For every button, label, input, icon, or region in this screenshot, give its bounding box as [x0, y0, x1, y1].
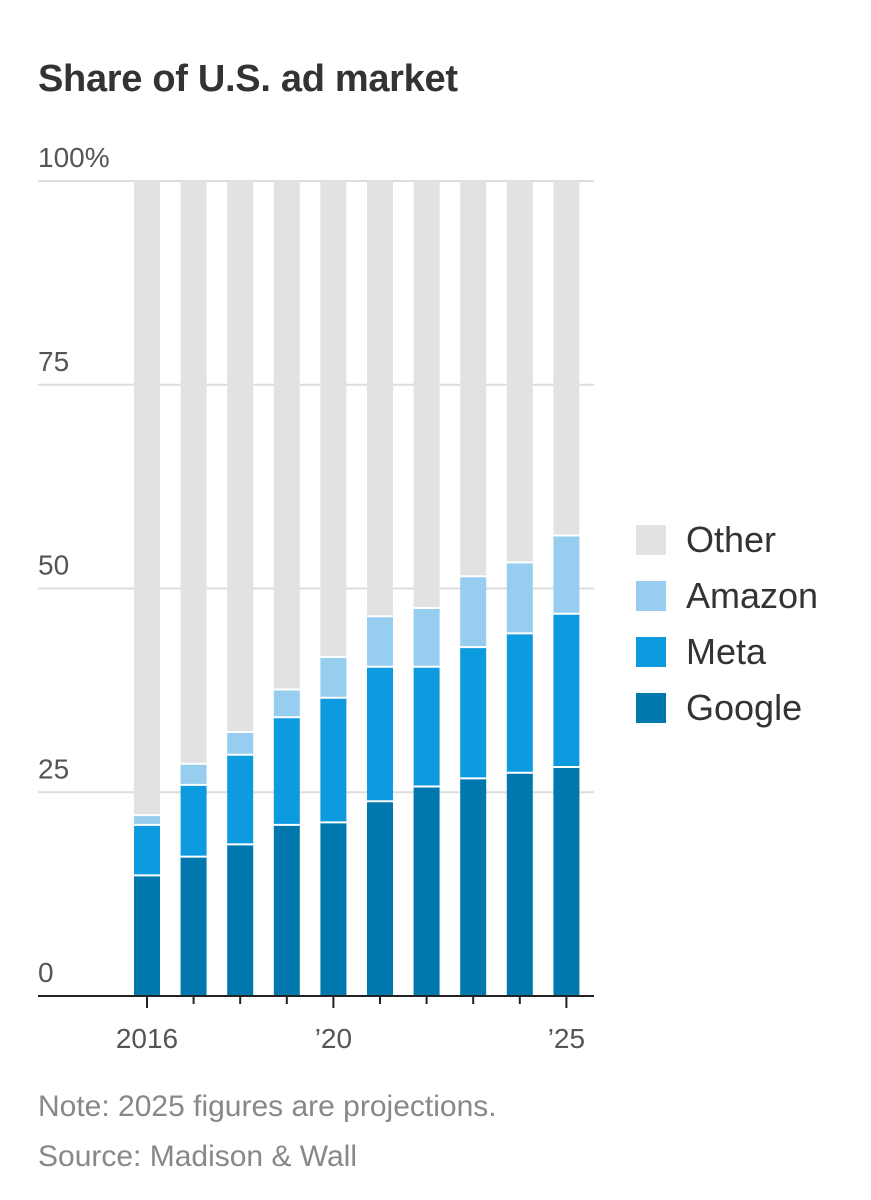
- bar-google-2020: [320, 822, 347, 996]
- bar-meta-2023: [460, 647, 487, 779]
- y-tick-label-75: 75: [38, 346, 69, 377]
- bar-google-2025: [553, 766, 580, 996]
- bar-amazon-2023: [460, 576, 487, 648]
- y-tick-label-25: 25: [38, 753, 69, 784]
- bar-amazon-2017: [180, 763, 207, 785]
- bar-other-2021: [367, 181, 393, 617]
- legend-swatch-other: [636, 525, 666, 555]
- legend-swatch-google: [636, 693, 666, 723]
- bar-meta-2017: [180, 784, 207, 857]
- bar-amazon-2016: [134, 815, 160, 825]
- legend-label-meta: Meta: [686, 631, 767, 672]
- bar-google-2019: [273, 824, 300, 996]
- legend-item-google: Google: [636, 680, 818, 736]
- legend-label-other: Other: [686, 519, 777, 560]
- bar-meta-2021: [367, 666, 393, 802]
- bar-other-2020: [320, 181, 347, 657]
- bar-amazon-2021: [367, 616, 393, 667]
- bar-amazon-2019: [273, 689, 300, 718]
- legend: Other Amazon Meta Google: [636, 512, 818, 736]
- bar-meta-2020: [320, 697, 347, 823]
- chart-source: Source: Madison & Wall: [38, 1140, 358, 1173]
- bar-amazon-2022: [413, 608, 440, 667]
- bar-other-2016: [134, 181, 160, 816]
- bar-meta-2025: [553, 613, 580, 767]
- axes: 0 25 50 75 100% 2016 ’20 ’25: [38, 142, 594, 1054]
- bar-google-2024: [506, 772, 533, 996]
- bar-other-2025: [553, 181, 580, 536]
- y-tick-label-100: 100%: [38, 142, 110, 173]
- bar-amazon-2020: [320, 656, 347, 698]
- bar-google-2018: [227, 844, 254, 996]
- legend-item-meta: Meta: [636, 624, 818, 680]
- x-tick-label-2020: ’20: [315, 1023, 352, 1054]
- bar-amazon-2025: [553, 535, 580, 614]
- bar-meta-2016: [134, 824, 160, 876]
- bar-meta-2024: [506, 633, 533, 773]
- legend-label-google: Google: [686, 687, 803, 728]
- bars: [134, 181, 580, 996]
- legend-swatch-meta: [636, 637, 666, 667]
- legend-label-amazon: Amazon: [686, 575, 819, 616]
- bar-google-2021: [367, 801, 393, 996]
- bar-other-2017: [180, 181, 207, 764]
- bar-google-2023: [460, 778, 487, 996]
- x-tick-label-2025: ’25: [548, 1023, 585, 1054]
- legend-swatch-amazon: [636, 581, 666, 611]
- bar-other-2023: [460, 181, 487, 577]
- bar-other-2022: [413, 181, 440, 609]
- bar-meta-2022: [413, 666, 440, 787]
- y-tick-label-50: 50: [38, 550, 69, 581]
- bar-other-2018: [227, 181, 254, 732]
- x-tick-label-2016: 2016: [116, 1023, 178, 1054]
- bar-other-2024: [506, 181, 533, 563]
- bar-meta-2018: [227, 754, 254, 845]
- bar-google-2016: [134, 875, 160, 996]
- stacked-bar-chart: 0 25 50 75 100% 2016 ’20 ’25: [38, 142, 594, 1054]
- bar-meta-2019: [273, 717, 300, 825]
- legend-item-other: Other: [636, 512, 818, 568]
- chart-title: Share of U.S. ad market: [38, 58, 458, 100]
- gridlines: [38, 180, 594, 794]
- chart-note: Note: 2025 figures are projections.: [38, 1090, 497, 1123]
- bar-google-2017: [180, 856, 207, 996]
- y-tick-label-0: 0: [38, 957, 54, 988]
- bar-amazon-2024: [506, 562, 533, 634]
- bar-amazon-2018: [227, 731, 254, 755]
- bar-google-2022: [413, 786, 440, 996]
- bar-other-2019: [273, 181, 300, 690]
- legend-item-amazon: Amazon: [636, 568, 818, 624]
